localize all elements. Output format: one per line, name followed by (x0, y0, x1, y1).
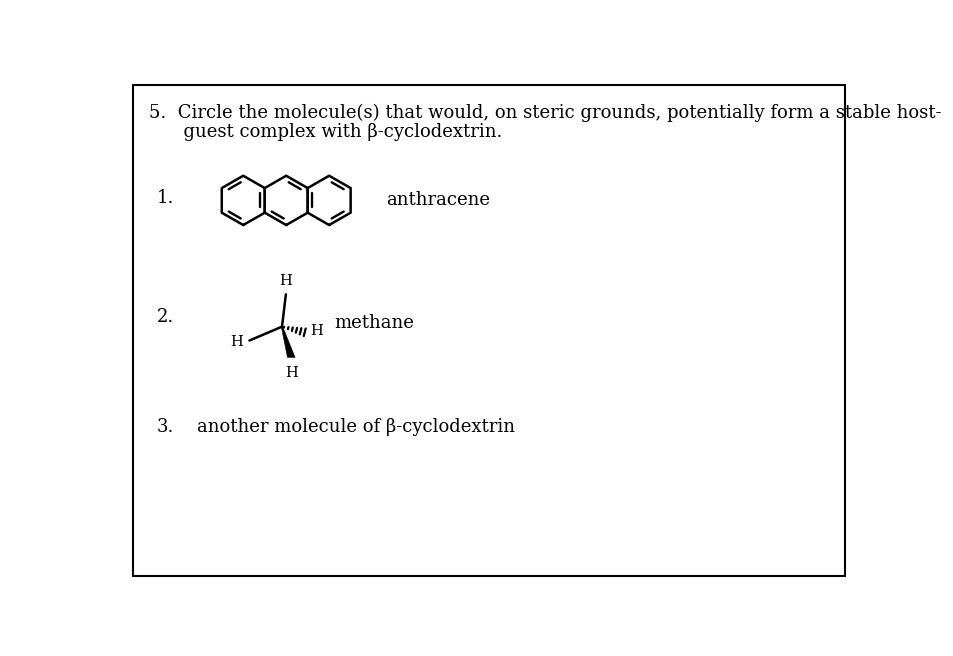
Text: H: H (279, 274, 292, 288)
Text: 1.: 1. (156, 189, 173, 207)
Text: methane: methane (335, 314, 415, 332)
FancyBboxPatch shape (133, 85, 843, 576)
Polygon shape (281, 327, 294, 358)
Text: 3.: 3. (156, 418, 173, 436)
Text: 5.  Circle the molecule(s) that would, on steric grounds, potentially form a sta: 5. Circle the molecule(s) that would, on… (149, 104, 941, 121)
Text: H: H (231, 335, 243, 349)
Text: another molecule of β-cyclodextrin: another molecule of β-cyclodextrin (196, 418, 515, 436)
Text: guest complex with β-cyclodextrin.: guest complex with β-cyclodextrin. (149, 123, 501, 142)
Text: H: H (310, 324, 322, 338)
Text: H: H (285, 366, 297, 380)
Text: anthracene: anthracene (386, 192, 490, 209)
Text: 2.: 2. (156, 308, 173, 327)
